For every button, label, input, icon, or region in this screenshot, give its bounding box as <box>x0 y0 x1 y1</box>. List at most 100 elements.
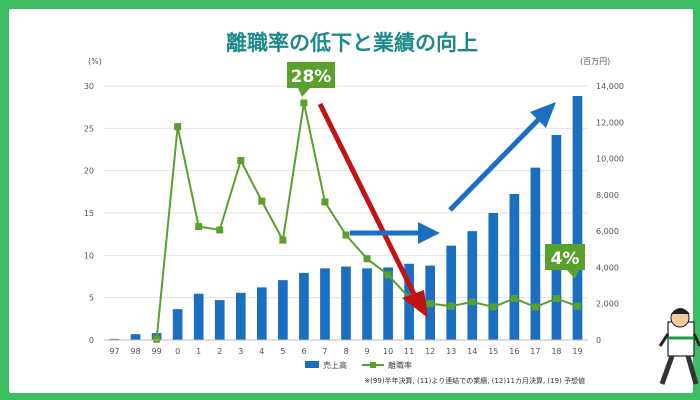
x-tick-label: 16 <box>509 347 519 356</box>
x-tick-label: 97 <box>109 347 119 356</box>
turnover-point <box>552 295 560 303</box>
x-tick-label: 19 <box>572 347 582 356</box>
turnover-point <box>510 295 518 303</box>
x-axis: 97 98 99 0 1 2 3 4 5 6 7 8 9 10 11 12 13 14 15 16 17 18 19 <box>104 339 588 356</box>
x-tick-label: 4 <box>259 347 264 356</box>
right-tick-label: 10,000 <box>596 155 624 164</box>
left-y-axis: 0 5 10 15 20 25 30 <box>84 82 94 345</box>
sales-bar <box>193 293 204 340</box>
sales-bar <box>551 134 562 340</box>
legend-line-marker <box>370 362 376 368</box>
sales-bar <box>109 338 120 340</box>
x-tick-label: 7 <box>322 347 327 356</box>
legend: 売上高 離職率 <box>305 360 412 370</box>
down-trend-arrow <box>317 102 428 318</box>
turnover-point <box>426 300 434 308</box>
right-tick-label: 4,000 <box>596 263 619 272</box>
x-tick-label: 17 <box>530 347 540 356</box>
up-trend-arrow <box>448 102 556 212</box>
x-tick-label: 3 <box>238 347 243 356</box>
turnover-point <box>258 197 266 205</box>
peak-callout: 28% <box>287 62 335 97</box>
x-tick-label: 10 <box>383 347 393 356</box>
end-callout-label: 4% <box>551 249 580 269</box>
right-tick-label: 8,000 <box>596 191 619 200</box>
turnover-point <box>468 298 476 306</box>
turnover-point <box>279 236 287 244</box>
sales-bar <box>235 292 246 340</box>
peak-callout-label: 28% <box>291 67 332 87</box>
x-tick-label: 9 <box>364 347 369 356</box>
right-tick-label: 12,000 <box>596 118 624 127</box>
sales-bar <box>467 231 478 340</box>
x-tick-label: 14 <box>467 347 477 356</box>
left-tick-label: 0 <box>89 336 94 345</box>
turnover-point <box>237 157 245 165</box>
turnover-point <box>216 226 224 234</box>
left-tick-label: 10 <box>84 251 94 260</box>
sales-bar <box>299 272 309 340</box>
turnover-point <box>195 223 203 231</box>
sales-bar <box>530 167 541 340</box>
x-tick-label: 18 <box>551 347 561 356</box>
sales-bar <box>256 287 267 340</box>
legend-line-label: 離職率 <box>388 360 412 370</box>
right-tick-label: 0 <box>596 336 601 345</box>
turnover-point <box>573 302 581 310</box>
left-tick-label: 30 <box>84 82 94 91</box>
turnover-point <box>300 99 308 107</box>
right-y-axis: 0 2,000 4,000 6,000 8,000 10,000 12,000 14,000 <box>596 82 624 345</box>
right-tick-label: 14,000 <box>596 82 624 91</box>
sales-bar <box>320 268 330 340</box>
x-tick-label: 0 <box>175 347 180 356</box>
x-tick-label: 8 <box>343 347 348 356</box>
sales-bar <box>383 267 393 340</box>
turnover-point <box>321 198 329 206</box>
sales-bar <box>488 213 499 340</box>
bar-series <box>109 95 583 340</box>
right-tick-label: 6,000 <box>596 227 619 236</box>
sales-bar <box>278 280 288 340</box>
left-tick-label: 20 <box>84 167 94 176</box>
left-axis-unit: (%) <box>88 57 102 66</box>
x-tick-label: 2 <box>217 347 222 356</box>
turnover-point <box>531 303 539 311</box>
flat-arrow <box>350 222 440 244</box>
footnote: ※(99)半年決算, (11)より連結での業績, (12)11カ月決算, (19… <box>364 376 585 385</box>
x-tick-label: 13 <box>446 347 456 356</box>
end-callout: 4% <box>545 244 585 279</box>
x-tick-label: 11 <box>404 347 414 356</box>
sales-bar <box>362 268 372 340</box>
left-tick-label: 5 <box>89 294 94 303</box>
sales-bar <box>214 300 225 340</box>
legend-bar-label: 売上高 <box>323 360 347 370</box>
sales-bar <box>341 266 351 340</box>
turnover-point <box>174 123 182 131</box>
left-tick-label: 25 <box>84 124 94 133</box>
x-tick-label: 6 <box>301 347 306 356</box>
turnover-point <box>363 255 371 263</box>
right-axis-unit: (百万円) <box>580 57 610 66</box>
chart-title: 離職率の低下と業績の向上 <box>226 31 478 55</box>
x-tick-label: 15 <box>488 347 498 356</box>
sales-bar <box>446 245 457 340</box>
x-tick-label: 1 <box>196 347 201 356</box>
right-tick-label: 2,000 <box>596 300 619 309</box>
turnover-point <box>384 271 392 279</box>
turnover-point <box>447 302 455 310</box>
left-tick-label: 15 <box>84 209 94 218</box>
legend-bar-swatch <box>305 361 319 368</box>
sales-bar <box>572 95 583 340</box>
x-tick-label: 12 <box>425 347 435 356</box>
x-tick-label: 5 <box>280 347 285 356</box>
turnover-point <box>489 303 497 311</box>
mascot-illustration <box>658 308 700 385</box>
x-tick-label: 98 <box>130 347 140 356</box>
sales-bar <box>130 334 141 340</box>
turnover-point <box>342 231 350 239</box>
x-tick-label: 99 <box>152 347 162 356</box>
sales-bar <box>509 193 520 340</box>
sales-bar <box>172 309 183 340</box>
line-series <box>153 99 581 343</box>
